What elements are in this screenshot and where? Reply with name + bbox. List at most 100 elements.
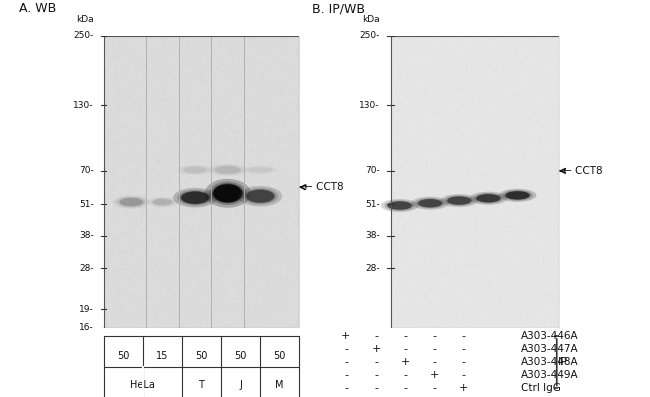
Text: +: +	[341, 331, 350, 341]
Text: -: -	[432, 384, 437, 393]
Text: HeLa: HeLa	[131, 380, 155, 390]
Text: A303-447A: A303-447A	[521, 344, 578, 354]
Text: B. IP/WB: B. IP/WB	[312, 2, 365, 15]
Text: -: -	[462, 331, 465, 341]
Ellipse shape	[152, 198, 173, 206]
Text: 50: 50	[195, 351, 207, 361]
Text: 28-: 28-	[365, 264, 380, 273]
Ellipse shape	[181, 191, 209, 204]
Text: A303-448A: A303-448A	[521, 357, 578, 367]
Text: 16-: 16-	[79, 323, 94, 332]
Ellipse shape	[180, 191, 211, 204]
Ellipse shape	[411, 197, 449, 210]
Text: +: +	[459, 384, 469, 393]
Text: kDa: kDa	[76, 15, 94, 24]
Text: A. WB: A. WB	[19, 2, 56, 15]
Bar	[104, 36, 299, 328]
Text: -: -	[462, 344, 465, 354]
Ellipse shape	[415, 198, 445, 208]
Text: -: -	[404, 331, 408, 341]
Ellipse shape	[385, 200, 415, 211]
Ellipse shape	[215, 166, 240, 174]
Text: 250-: 250-	[73, 31, 94, 40]
Text: -: -	[374, 357, 378, 367]
Ellipse shape	[245, 166, 276, 174]
Text: 19-: 19-	[79, 305, 94, 314]
Text: Ctrl IgG: Ctrl IgG	[521, 384, 561, 393]
Ellipse shape	[148, 197, 177, 207]
Ellipse shape	[213, 184, 242, 202]
Ellipse shape	[184, 167, 207, 173]
Text: IP: IP	[558, 357, 568, 367]
Ellipse shape	[153, 199, 172, 205]
Ellipse shape	[417, 199, 443, 208]
Bar	[391, 36, 559, 328]
Text: -: -	[344, 344, 348, 354]
Ellipse shape	[388, 201, 411, 210]
Ellipse shape	[387, 201, 413, 210]
Text: -: -	[374, 331, 378, 341]
Text: kDa: kDa	[362, 15, 380, 24]
Ellipse shape	[473, 193, 504, 204]
Ellipse shape	[246, 190, 274, 202]
Ellipse shape	[177, 190, 213, 206]
Text: 38-: 38-	[365, 231, 380, 240]
Text: -: -	[462, 357, 465, 367]
Text: -: -	[404, 344, 408, 354]
Ellipse shape	[181, 166, 210, 174]
Text: 130-: 130-	[359, 101, 380, 110]
Ellipse shape	[150, 198, 175, 206]
Ellipse shape	[214, 166, 241, 174]
Ellipse shape	[245, 189, 276, 203]
Text: ← CCT8: ← CCT8	[560, 166, 603, 176]
Text: 51-: 51-	[79, 200, 94, 209]
Text: -: -	[404, 370, 408, 380]
Text: A303-446A: A303-446A	[521, 331, 578, 341]
Text: 28-: 28-	[79, 264, 94, 273]
Text: A303-449A: A303-449A	[521, 370, 578, 380]
Text: -: -	[344, 384, 348, 393]
Text: 70-: 70-	[365, 166, 380, 175]
Text: -: -	[404, 384, 408, 393]
Text: -: -	[374, 370, 378, 380]
Text: 130-: 130-	[73, 101, 94, 110]
Text: -: -	[432, 344, 437, 354]
Text: T: T	[198, 380, 204, 390]
Ellipse shape	[419, 199, 442, 207]
Ellipse shape	[242, 188, 278, 204]
Text: +: +	[430, 370, 439, 380]
Text: +: +	[372, 344, 381, 354]
Text: -: -	[432, 331, 437, 341]
Ellipse shape	[475, 194, 501, 203]
Text: M: M	[275, 380, 284, 390]
Ellipse shape	[183, 166, 207, 173]
Ellipse shape	[502, 190, 533, 200]
Ellipse shape	[207, 164, 248, 176]
Ellipse shape	[177, 165, 213, 175]
Ellipse shape	[238, 186, 282, 206]
Text: 70-: 70-	[79, 166, 94, 175]
Text: -: -	[344, 370, 348, 380]
Ellipse shape	[241, 165, 280, 175]
Ellipse shape	[447, 197, 471, 205]
Ellipse shape	[476, 194, 500, 202]
Ellipse shape	[247, 167, 273, 173]
Text: 50: 50	[273, 351, 285, 361]
Text: 38-: 38-	[79, 231, 94, 240]
Text: 51-: 51-	[365, 200, 380, 209]
Text: ← CCT8: ← CCT8	[300, 182, 344, 192]
Text: 15: 15	[156, 351, 168, 361]
Ellipse shape	[506, 191, 529, 199]
Ellipse shape	[499, 189, 536, 202]
Ellipse shape	[447, 196, 472, 205]
Text: 50: 50	[234, 351, 246, 361]
Ellipse shape	[173, 188, 217, 208]
Text: -: -	[344, 357, 348, 367]
Ellipse shape	[444, 195, 474, 206]
Text: -: -	[432, 357, 437, 367]
Ellipse shape	[504, 191, 530, 200]
Ellipse shape	[205, 179, 251, 208]
Text: -: -	[462, 370, 465, 380]
Text: 250-: 250-	[359, 31, 380, 40]
Ellipse shape	[440, 194, 478, 207]
